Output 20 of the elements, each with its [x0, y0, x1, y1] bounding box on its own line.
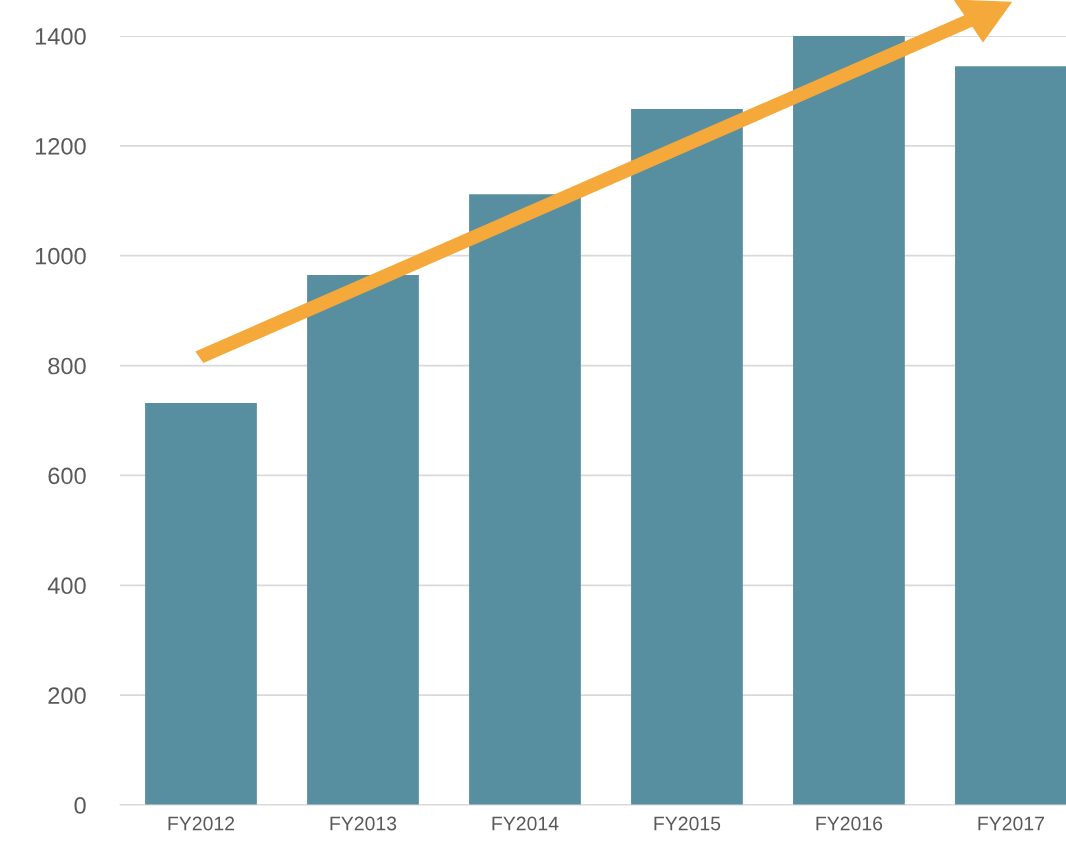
- y-tick-label: 0: [74, 797, 86, 814]
- y-tick-label: 800: [48, 357, 86, 375]
- y-tick-label: 600: [48, 467, 86, 485]
- y-tick-label: 200: [48, 687, 86, 704]
- x-tick-label: FY2016: [816, 816, 883, 831]
- x-tick-label: FY2012: [168, 816, 235, 831]
- y-tick-label: 1000: [35, 247, 86, 265]
- y-tick-label: 1200: [35, 137, 86, 155]
- bar: [307, 274, 419, 805]
- x-tick-label: FY2013: [330, 816, 397, 831]
- x-tick-label: FY2015: [654, 816, 721, 831]
- y-tick-label: 400: [47, 577, 86, 595]
- bar: [469, 194, 581, 805]
- bar: [631, 109, 743, 805]
- y-tick-label: 1400: [35, 28, 86, 45]
- bar: [955, 66, 1066, 805]
- bar: [145, 402, 257, 805]
- x-tick-label: FY2014: [492, 816, 559, 831]
- bar: [793, 36, 905, 805]
- x-tick-label: FY2017: [978, 816, 1044, 831]
